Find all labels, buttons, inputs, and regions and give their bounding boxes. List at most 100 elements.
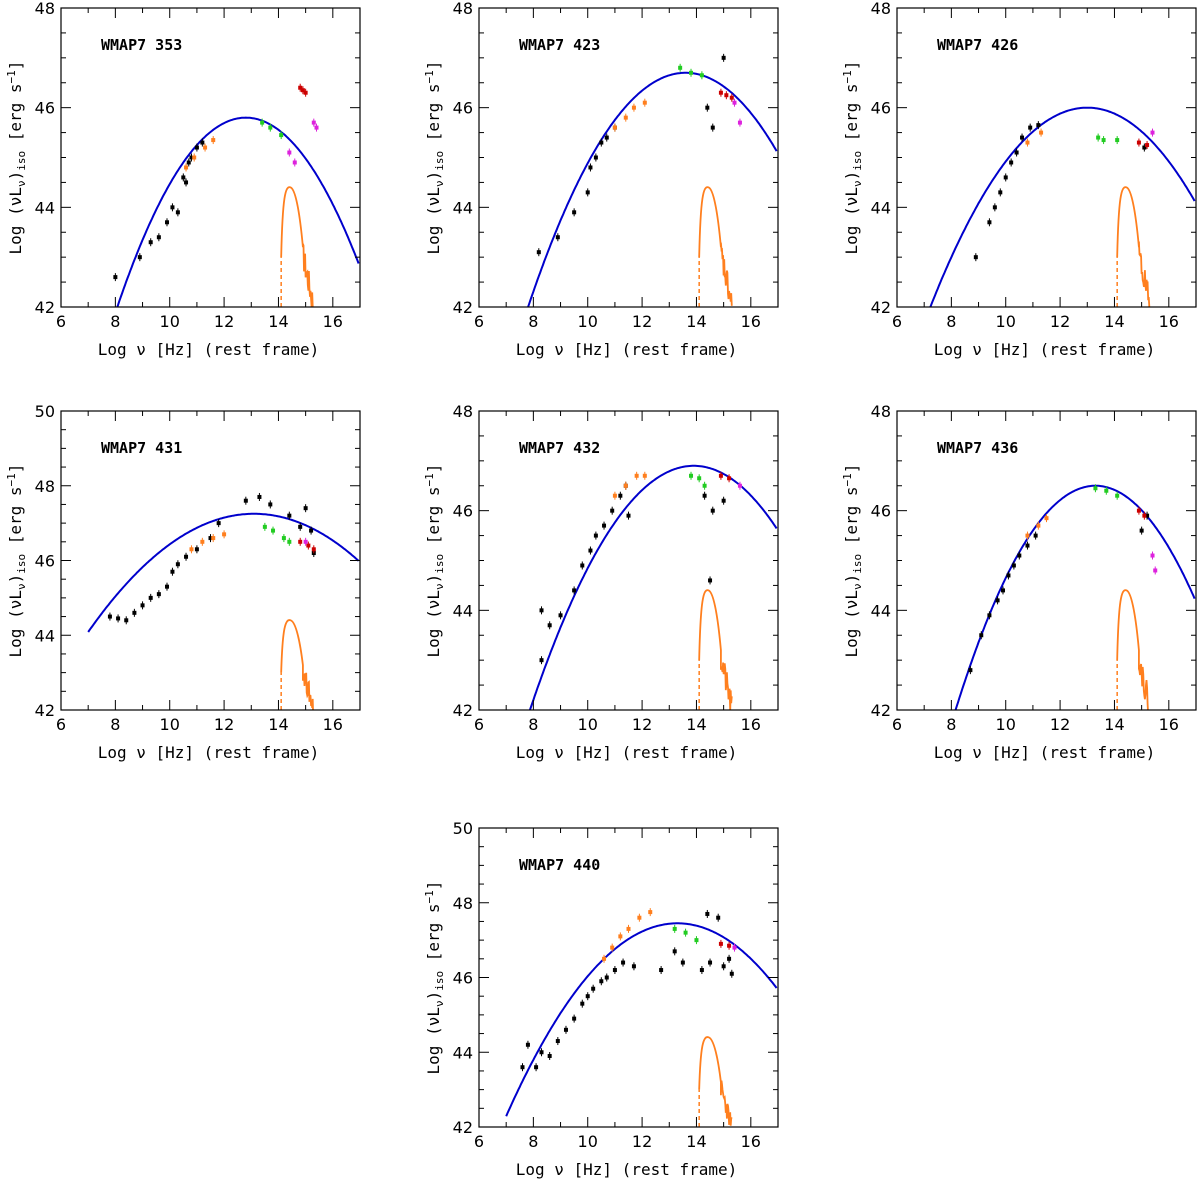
y-tick-label: 48	[35, 477, 55, 496]
data-point	[618, 934, 623, 939]
data-point	[1044, 516, 1049, 521]
plot-frame	[478, 827, 779, 1128]
data-point	[689, 70, 694, 75]
y-axis-label-part: −1	[5, 473, 18, 486]
data-point	[536, 250, 541, 255]
data-point	[618, 493, 623, 498]
model-curve	[929, 106, 1196, 307]
data-point	[525, 1042, 530, 1047]
data-point	[211, 536, 216, 541]
data-point	[659, 968, 664, 973]
data-point	[604, 135, 609, 140]
data-point	[1033, 533, 1038, 538]
x-tick-label: 6	[56, 312, 66, 331]
data-point	[186, 160, 191, 165]
data-point	[623, 483, 628, 488]
data-point	[588, 165, 593, 170]
data-point	[200, 539, 205, 544]
data-point	[572, 1016, 577, 1021]
data-point	[699, 73, 704, 78]
data-point	[1036, 523, 1041, 528]
data-point	[680, 960, 685, 965]
y-axis-label-part: Log (νL	[424, 590, 443, 657]
y-axis-label-part: iso	[851, 151, 864, 171]
data-point	[705, 911, 710, 916]
y-tick-label: 48	[453, 894, 473, 913]
y-axis-label-part: ν	[433, 1000, 446, 1007]
plot-area	[505, 908, 778, 1127]
y-axis-label: Log (νLν)iso [erg s−1]	[423, 881, 446, 1075]
data-point	[585, 190, 590, 195]
panel-wmap7-426: 6 8 10 12 14 16 42 44 46 48 Log ν [Hz] (rest frame…	[841, 0, 1197, 359]
data-point	[612, 125, 617, 130]
data-point	[208, 536, 213, 541]
x-tick-label: 6	[892, 715, 902, 734]
y-tick-label: 48	[35, 0, 55, 18]
y-tick-label: 42	[453, 298, 473, 317]
panel-wmap7-440: 6 8 10 12 14 16 42 44 46 48 50 Log ν [Hz] (rest fra…	[423, 819, 779, 1179]
data-point	[203, 145, 208, 150]
data-point	[987, 613, 992, 618]
x-axis-label: Log ν [Hz] (rest frame)	[934, 743, 1156, 762]
plot-frame	[60, 410, 361, 711]
y-axis-label-part: ν	[15, 180, 28, 187]
panel-title: WMAP7 432	[519, 439, 600, 457]
panel-title: WMAP7 353	[101, 36, 182, 54]
y-axis-label-part: )	[842, 171, 861, 181]
data-point	[181, 175, 186, 180]
y-tick-label: 46	[453, 502, 473, 521]
y-axis-label-part: Log (νL	[424, 1007, 443, 1074]
data-point	[710, 508, 715, 513]
data-point	[306, 543, 311, 548]
data-point	[626, 513, 631, 518]
model-curve	[87, 512, 360, 633]
data-point	[216, 521, 221, 526]
data-point	[194, 547, 199, 552]
data-point	[268, 125, 273, 130]
x-axis-label: Log ν [Hz] (rest frame)	[516, 1160, 738, 1179]
data-point	[298, 524, 303, 529]
data-point	[572, 588, 577, 593]
data-point	[968, 668, 973, 673]
data-point	[1115, 493, 1120, 498]
x-tick-label: 10	[578, 715, 598, 734]
x-tick-label: 14	[686, 1132, 706, 1151]
data-point	[1136, 140, 1141, 145]
y-axis-label-part: Log (νL	[842, 187, 861, 254]
data-point	[1020, 135, 1025, 140]
data-point	[1136, 508, 1141, 513]
x-axis-label: Log ν [Hz] (rest frame)	[98, 340, 320, 359]
y-axis-label-part: ]	[842, 464, 861, 474]
y-axis-label-part: −1	[423, 890, 436, 903]
data-point	[721, 498, 726, 503]
data-point	[732, 945, 737, 950]
data-point	[184, 554, 189, 559]
y-axis-label-part: ν	[851, 583, 864, 590]
x-axis-label: Log ν [Hz] (rest frame)	[98, 743, 320, 762]
data-point	[303, 539, 308, 544]
data-point	[116, 616, 121, 621]
data-point	[170, 569, 175, 574]
data-point	[184, 165, 189, 170]
plot-area	[113, 83, 360, 307]
panel-title: WMAP7 426	[937, 36, 1018, 54]
y-tick-label: 48	[871, 0, 891, 18]
x-tick-label: 6	[892, 312, 902, 331]
data-point	[1011, 563, 1016, 568]
x-tick-label: 10	[578, 1132, 598, 1151]
y-axis-label-part: iso	[851, 554, 864, 574]
data-point	[591, 986, 596, 991]
x-tick-label: 8	[946, 312, 956, 331]
x-tick-label: 10	[996, 715, 1016, 734]
x-tick-label: 6	[56, 715, 66, 734]
panel-title: WMAP7 440	[519, 856, 600, 874]
x-tick-label: 12	[632, 715, 652, 734]
y-axis-label-part: ν	[851, 180, 864, 187]
data-point	[702, 483, 707, 488]
data-point	[724, 93, 729, 98]
y-axis-label-part: )	[424, 171, 443, 181]
data-point	[588, 548, 593, 553]
disk-spectrum	[698, 1036, 733, 1126]
y-tick-label: 46	[871, 502, 891, 521]
data-point	[602, 523, 607, 528]
